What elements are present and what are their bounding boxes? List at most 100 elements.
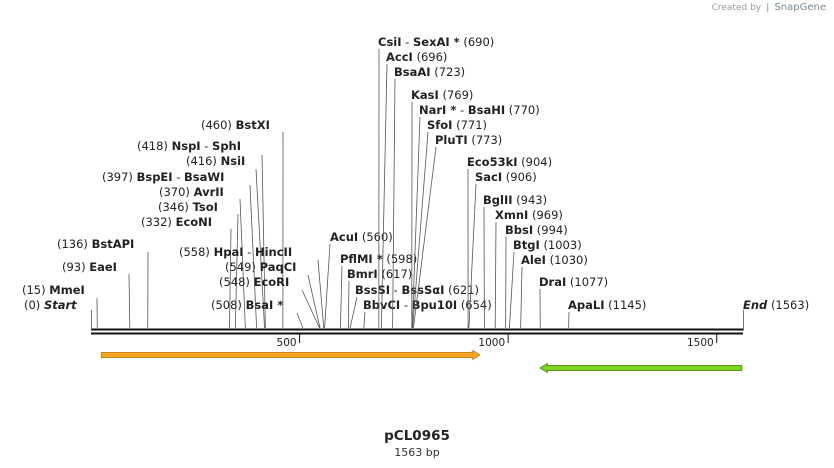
site-enzyme: BssSI: [355, 283, 390, 297]
site-enzyme: PluTI: [435, 133, 468, 147]
site-position: (994): [537, 223, 568, 237]
site-leader-pluti: [413, 146, 437, 329]
site-enzyme-alt: SphI: [212, 139, 241, 153]
site-label-apali: ApaLI (1145): [568, 298, 646, 312]
site-position: (548): [219, 275, 250, 289]
site-label-bsaai: BsaAI (723): [394, 65, 465, 79]
site-label-nspi: (418) NspI - SphI: [137, 139, 241, 153]
site-leader-bsaai: [392, 78, 396, 329]
site-label-acci: AccI (696): [386, 50, 447, 64]
ruler-tick-label: 500: [277, 337, 297, 349]
site-enzyme: BtgI: [513, 238, 540, 252]
site-label-nsii: (416) NsiI: [186, 154, 245, 168]
site-position: (460): [201, 118, 232, 132]
site-leader-bbvci: [363, 311, 366, 329]
site-enzyme: TsoI: [193, 200, 218, 214]
plasmid-name: pCL0965: [384, 428, 450, 444]
site-enzyme: SacI: [475, 170, 502, 184]
site-enzyme: Eco53kI: [467, 155, 518, 169]
site-enzyme: PflMI: [340, 252, 373, 266]
site-label-csii: CsiI - SexAI * (690): [378, 35, 494, 49]
site-leader-alei: [520, 266, 523, 329]
site-position: (906): [506, 170, 537, 184]
site-position: (332): [141, 215, 172, 229]
site-star: *: [373, 252, 383, 266]
site-label-bspei: (397) BspEI - BsaWI: [102, 170, 224, 184]
site-label-pluti: PluTI (773): [435, 133, 502, 147]
site-leader-econi: [229, 228, 232, 329]
site-label-tsoi: (346) TsoI: [158, 200, 218, 214]
site-enzyme: NarI: [419, 103, 446, 117]
site-position: (418): [137, 139, 168, 153]
site-label-btgi: BtgI (1003): [513, 238, 582, 252]
plasmid-length: 1563 bp: [394, 446, 440, 459]
site-enzyme: EcoRI: [254, 275, 290, 289]
site-leader-nari: [411, 116, 421, 329]
site-label-acui: AcuI (560): [330, 230, 393, 244]
site-position: (969): [532, 208, 563, 222]
site-enzyme: BsaAI: [394, 65, 431, 79]
site-position: (560): [362, 230, 393, 244]
credit-prefix: Created by: [711, 3, 762, 13]
site-position: (770): [509, 103, 540, 117]
snapgene-logo-icon: ❘: [764, 3, 772, 13]
site-position: (771): [456, 118, 487, 132]
site-position: (1077): [570, 275, 608, 289]
site-label-alei: AleI (1030): [521, 253, 588, 267]
site-leader-acci: [380, 63, 388, 329]
site-enzyme: MmeI: [49, 283, 85, 297]
site-position: (370): [159, 185, 190, 199]
site-position: (654): [461, 298, 492, 312]
site-position: (508): [211, 298, 242, 312]
site-position: (397): [102, 170, 133, 184]
site-enzyme: AvrII: [194, 185, 224, 199]
site-position: (773): [471, 133, 502, 147]
site-label-econi: (332) EcoNI: [141, 215, 212, 229]
site-leader-hpai: [317, 259, 325, 329]
site-leader-btgi: [508, 251, 515, 329]
site-label-mmei: (15) MmeI: [22, 283, 85, 297]
site-leader-eaei: [128, 273, 131, 329]
site-leader-nspi: [261, 154, 266, 329]
site-enzyme-alt: BsaWI: [184, 170, 224, 184]
site-leader-pflmi: [340, 265, 343, 329]
site-position: (943): [516, 193, 547, 207]
site-leader-bmri: [347, 280, 350, 329]
site-position: (690): [463, 35, 494, 49]
end-label: End: [743, 298, 768, 312]
site-label-bsssi: BssSI - BssSαI (621): [355, 283, 479, 297]
site-position: (416): [186, 154, 217, 168]
site-enzyme: BsaI: [246, 298, 274, 312]
site-enzyme: XmnI: [495, 208, 528, 222]
site-enzyme: BstXI: [236, 118, 270, 132]
site-position: (136): [57, 237, 88, 251]
site-label-eaei: (93) EaeI: [62, 260, 117, 274]
end-marker-label: End (1563): [743, 298, 809, 312]
site-label-ecori: (548) EcoRI: [219, 275, 289, 289]
site-position: (1145): [608, 298, 646, 312]
green-arrow-feature: [539, 362, 743, 374]
site-enzyme-alt: SexAI: [413, 35, 450, 49]
site-star: *: [446, 103, 456, 117]
site-label-avrii: (370) AvrII: [159, 185, 224, 199]
site-star: *: [450, 35, 460, 49]
site-leader-nsii: [255, 168, 265, 329]
start-position: (0): [24, 298, 40, 312]
ruler-tick-label: 1500: [687, 337, 714, 349]
site-leader-ecori: [301, 289, 320, 329]
site-enzyme: PaqCI: [260, 260, 297, 274]
site-label-sfoi: SfoI (771): [427, 118, 487, 132]
site-enzyme-alt: BsaHI: [468, 103, 505, 117]
site-enzyme: DraI: [539, 275, 566, 289]
site-star: *: [273, 298, 283, 312]
site-enzyme: BstAPI: [92, 237, 135, 251]
start-marker-label: (0) Start: [24, 298, 77, 312]
site-position: (723): [434, 65, 465, 79]
start-label: Start: [44, 298, 77, 312]
site-label-saci: SacI (906): [475, 170, 537, 184]
site-enzyme: CsiI: [378, 35, 402, 49]
site-label-bbsi: BbsI (994): [505, 223, 568, 237]
site-leader-bspei: [249, 184, 258, 329]
site-label-bglii: BglII (943): [483, 193, 547, 207]
site-leader-acui: [324, 243, 331, 329]
